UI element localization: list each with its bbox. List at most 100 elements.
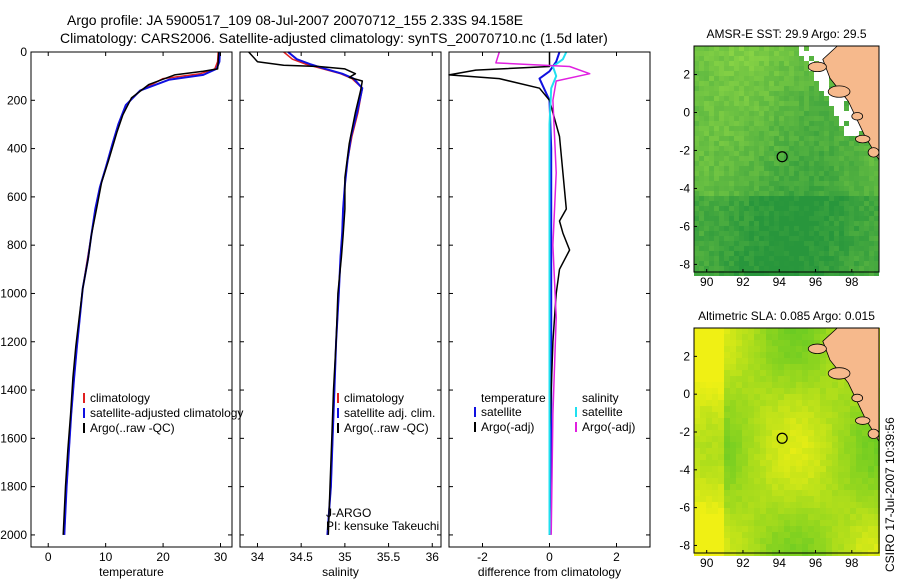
map-cell (712, 376, 718, 382)
map-cell (794, 96, 799, 101)
map-cell (699, 126, 704, 131)
map-cell (700, 484, 706, 490)
map-cell (824, 126, 829, 131)
map-cell (754, 56, 759, 61)
map-cell (789, 166, 794, 171)
map-cell (699, 61, 704, 66)
map-cell (824, 236, 829, 241)
map-cell (778, 538, 784, 544)
map-cell (699, 271, 704, 276)
series-line-salinity-satellite (548, 51, 568, 535)
map-cell (736, 418, 742, 424)
y-tick-label: 1800 (0, 480, 27, 494)
map-cell (809, 96, 814, 101)
map-cell (760, 400, 766, 406)
map-cell (874, 460, 880, 466)
map-cell (829, 101, 834, 106)
map-cell (804, 256, 809, 261)
map-cell (869, 246, 874, 251)
map-cell (719, 241, 724, 246)
map-cell (760, 478, 766, 484)
map-cell (854, 221, 859, 226)
map-cell (739, 71, 744, 76)
map-cell (700, 376, 706, 382)
series-line-climatology (63, 51, 219, 535)
map-cell (804, 176, 809, 181)
map-cell (809, 131, 814, 136)
map-cell (802, 472, 808, 478)
map-cell (862, 502, 868, 508)
map-cell (754, 334, 760, 340)
map-cell (862, 442, 868, 448)
map-cell (808, 472, 814, 478)
map-cell (754, 271, 759, 276)
map-cell (754, 196, 759, 201)
map-cell (859, 196, 864, 201)
map-cell (844, 151, 849, 156)
map-cell (854, 156, 859, 161)
map-cell (718, 418, 724, 424)
map-cell (729, 161, 734, 166)
map-cell (859, 201, 864, 206)
map-cell (704, 251, 709, 256)
map-cell (789, 191, 794, 196)
map-cell (874, 251, 879, 256)
map-cell (774, 101, 779, 106)
map-cell (764, 226, 769, 231)
map-cell (754, 484, 760, 490)
map-cell (832, 424, 838, 430)
map-cell (734, 261, 739, 266)
map-cell (809, 56, 814, 61)
map-cell (862, 478, 868, 484)
map-cell (874, 271, 879, 276)
map-cell (779, 126, 784, 131)
map-cell (814, 544, 820, 550)
map-cell (802, 466, 808, 472)
map-cell (869, 166, 874, 171)
map-cell (850, 478, 856, 484)
map-cell (844, 226, 849, 231)
map-cell (744, 81, 749, 86)
map-cell (700, 406, 706, 412)
map-cell (704, 96, 709, 101)
map-cell (802, 496, 808, 502)
map-cell (779, 156, 784, 161)
map-cell (826, 436, 832, 442)
map-cell (784, 116, 789, 121)
map-cell (769, 266, 774, 271)
map-cell (809, 256, 814, 261)
map-cell (739, 61, 744, 66)
map-cell (729, 201, 734, 206)
map-cell (724, 61, 729, 66)
map-cell (794, 166, 799, 171)
map-cell (804, 61, 809, 66)
argo-location-marker (776, 432, 788, 444)
map-cell (784, 394, 790, 400)
map-cell (784, 76, 789, 81)
map-cell (749, 151, 754, 156)
map-cell (809, 81, 814, 86)
map-cell (730, 472, 736, 478)
map-cell (742, 418, 748, 424)
map-cell (774, 191, 779, 196)
map-cell (829, 136, 834, 141)
map-cell (724, 96, 729, 101)
map-cell (789, 136, 794, 141)
map-cell (838, 544, 844, 550)
map-cell (736, 520, 742, 526)
map-cell (854, 271, 859, 276)
map-cell (699, 196, 704, 201)
map-cell (754, 76, 759, 81)
map-cell (838, 430, 844, 436)
map-cell (862, 448, 868, 454)
map-cell (869, 206, 874, 211)
map-cell (709, 91, 714, 96)
map-cell (820, 394, 826, 400)
map-cell (856, 478, 862, 484)
map-cell (694, 466, 700, 472)
map-cell (769, 141, 774, 146)
map-cell (718, 454, 724, 460)
map-cell (734, 181, 739, 186)
map-cell (744, 256, 749, 261)
